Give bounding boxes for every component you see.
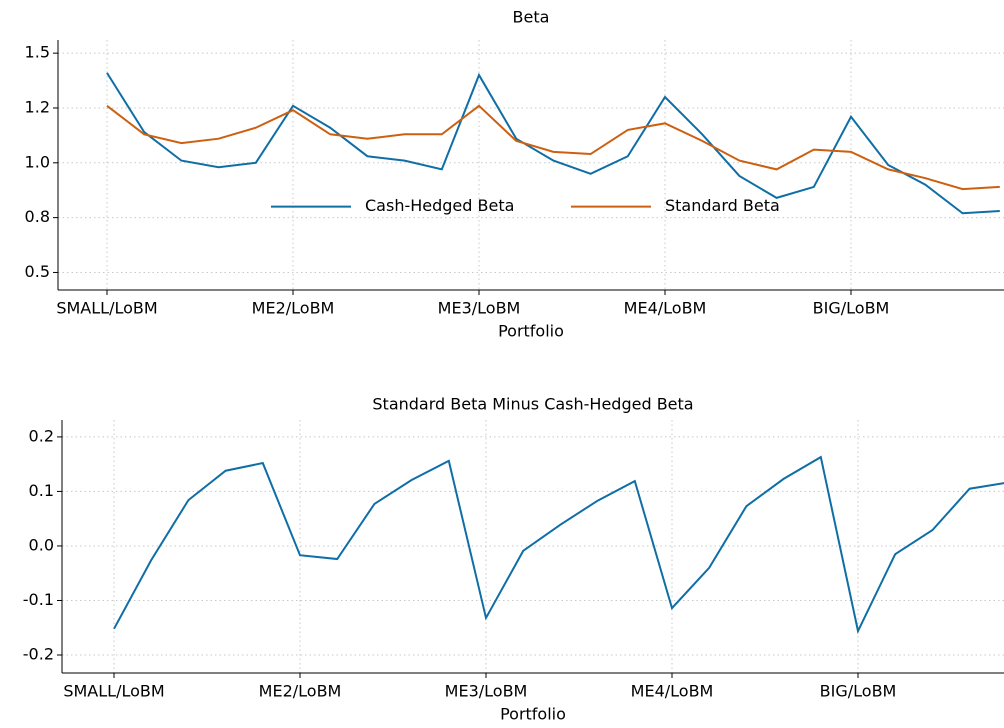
- data-line: [106, 72, 1000, 215]
- x-axis-label: Portfolio: [500, 705, 566, 724]
- data-line: [113, 455, 1004, 635]
- x-tick-label: ME4/LoBM: [631, 682, 714, 701]
- y-tick-label: 1.0: [25, 152, 50, 171]
- x-axis-label: Portfolio: [498, 322, 564, 341]
- y-tick-label: -0.1: [23, 590, 54, 609]
- x-tick-label: BIG/LoBM: [813, 299, 890, 318]
- y-tick-label: 0.1: [29, 481, 54, 500]
- x-tick-label: ME3/LoBM: [438, 299, 521, 318]
- x-tick-label: ME4/LoBM: [624, 299, 707, 318]
- legend-label: Cash-Hedged Beta: [365, 196, 514, 215]
- x-tick-label: ME2/LoBM: [252, 299, 335, 318]
- chart-title: Standard Beta Minus Cash-Hedged Beta: [372, 395, 693, 414]
- data-line: [106, 104, 1000, 191]
- legend-label: Standard Beta: [665, 196, 780, 215]
- y-tick-label: 1.5: [25, 43, 50, 62]
- x-tick-label: ME3/LoBM: [445, 682, 528, 701]
- y-tick-label: 0.5: [25, 262, 50, 281]
- y-tick-label: 0.0: [29, 535, 54, 554]
- y-tick-label: 0.2: [29, 426, 54, 445]
- x-tick-label: SMALL/LoBM: [56, 299, 157, 318]
- x-tick-label: BIG/LoBM: [820, 682, 897, 701]
- y-tick-label: 0.8: [25, 207, 50, 226]
- x-tick-label: SMALL/LoBM: [63, 682, 164, 701]
- x-tick-label: ME2/LoBM: [259, 682, 342, 701]
- y-tick-label: -0.2: [23, 645, 54, 664]
- chart-title: Beta: [513, 8, 550, 27]
- y-tick-label: 1.2: [25, 97, 50, 116]
